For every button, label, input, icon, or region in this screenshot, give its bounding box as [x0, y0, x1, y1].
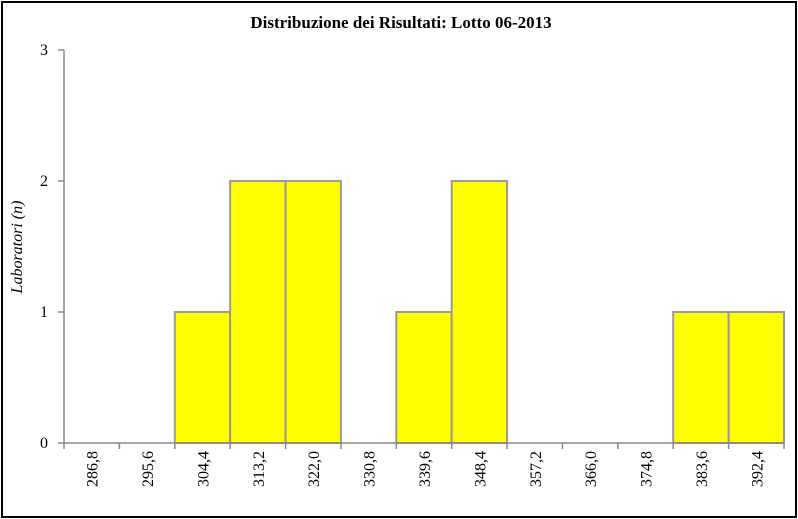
bar	[672, 311, 730, 444]
bar	[173, 311, 232, 444]
bar	[284, 180, 342, 444]
y-tick-label: 0	[40, 435, 48, 452]
bar	[229, 180, 287, 444]
x-tick-label: 383,6	[694, 451, 711, 487]
bar	[450, 180, 509, 444]
x-tick-label: 313,2	[251, 451, 268, 487]
x-tick-label: 348,4	[472, 451, 489, 487]
x-tick-label: 374,8	[639, 451, 656, 487]
y-tick-label: 1	[40, 304, 48, 321]
x-tick-label: 339,6	[417, 451, 434, 487]
y-tick-label: 3	[40, 42, 48, 59]
x-tick-label: 366,0	[583, 451, 600, 487]
y-axis-label: Laboratori (n)	[9, 201, 26, 295]
x-tick-label: 392,4	[749, 451, 766, 487]
x-tick-label: 357,2	[528, 451, 545, 487]
x-tick-label: 304,4	[195, 451, 212, 487]
x-tick-label: 322,0	[306, 451, 323, 487]
bar	[727, 311, 785, 444]
x-tick-label: 330,8	[362, 451, 379, 487]
chart-title: Distribuzione dei Risultati: Lotto 06-20…	[250, 13, 551, 32]
x-tick-label: 286,8	[85, 451, 102, 487]
bar	[395, 311, 453, 444]
x-tick-label: 295,6	[140, 451, 157, 487]
y-tick-label: 2	[40, 173, 48, 190]
